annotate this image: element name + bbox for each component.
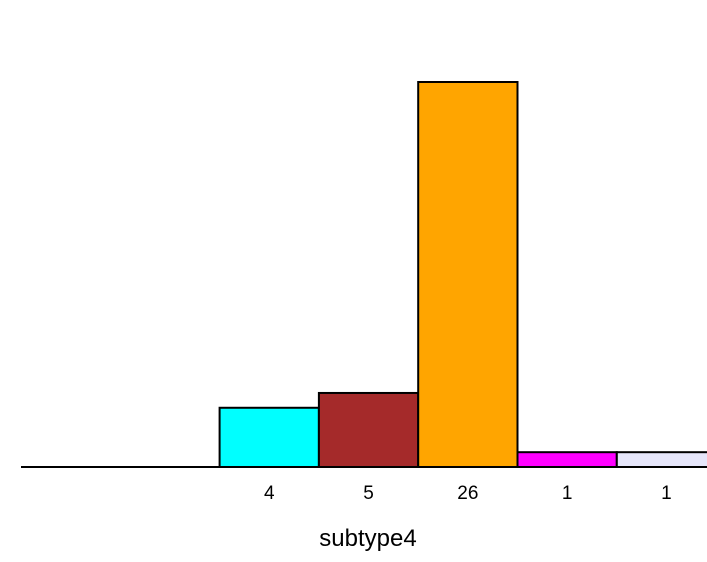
tick-label-4: 26: [457, 483, 478, 504]
bar-3: [317, 391, 420, 469]
tick-label-2: 4: [264, 483, 275, 504]
x-axis-title: subtype4: [319, 525, 416, 552]
bar-2: [218, 406, 320, 468]
tick-label-3: 5: [363, 483, 374, 504]
tick-label-5: 1: [562, 483, 573, 504]
tick-label-6: 1: [661, 483, 672, 504]
bar-4: [417, 81, 519, 468]
tick-labels-group: 4 5 26 1 1: [264, 483, 672, 504]
bar-5: [516, 451, 618, 469]
bar-6: [615, 451, 707, 469]
bars-group: [218, 81, 707, 469]
